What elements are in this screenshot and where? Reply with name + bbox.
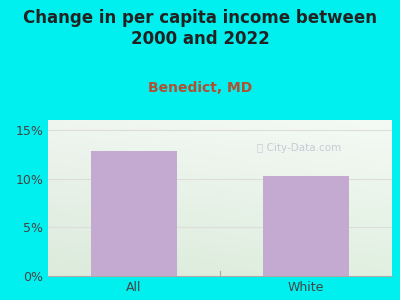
Text: Benedict, MD: Benedict, MD	[148, 81, 252, 95]
Text: ⓘ City-Data.com: ⓘ City-Data.com	[257, 143, 341, 153]
Bar	[263, 176, 349, 276]
Text: Change in per capita income between
2000 and 2022: Change in per capita income between 2000…	[23, 9, 377, 48]
Bar	[91, 151, 177, 276]
